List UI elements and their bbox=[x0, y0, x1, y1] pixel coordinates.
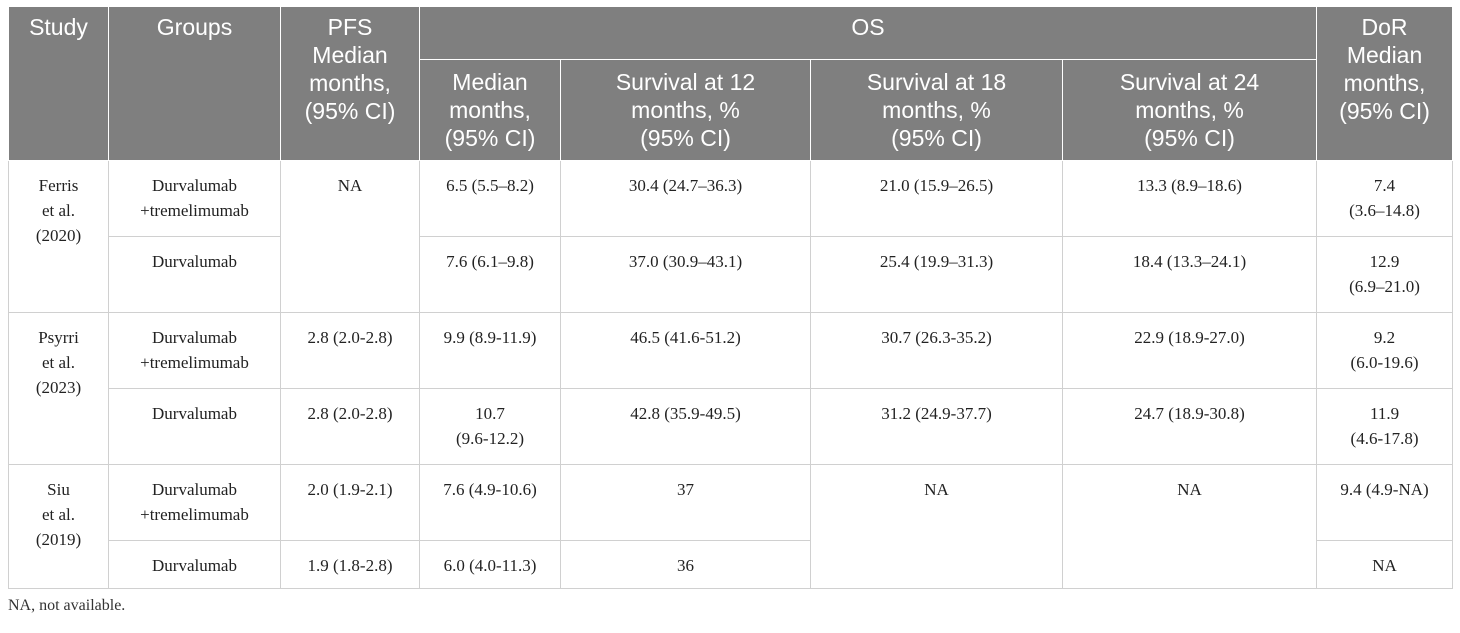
table-header: Study Groups PFS Median months, (95% CI)… bbox=[8, 6, 1454, 161]
pfs-cell: 2.8 (2.0-2.8) bbox=[280, 312, 420, 389]
header-os-median: Median months, (95% CI) bbox=[419, 59, 561, 161]
table-row: Durvalumab 2.8 (2.0-2.8) 10.7 (9.6-12.2)… bbox=[9, 388, 1454, 465]
group-cell: Durvalumab bbox=[108, 236, 281, 313]
dor-cell: 11.9 (4.6-17.8) bbox=[1316, 388, 1454, 465]
survival-12-cell: 30.4 (24.7–36.3) bbox=[560, 160, 811, 237]
survival-12-cell: 37 bbox=[560, 464, 811, 541]
header-groups: Groups bbox=[108, 6, 281, 161]
survival-12-cell: 46.5 (41.6-51.2) bbox=[560, 312, 811, 389]
pfs-cell: 2.8 (2.0-2.8) bbox=[280, 388, 420, 465]
survival-24-cell: 18.4 (13.3–24.1) bbox=[1061, 236, 1318, 313]
table-row: Durvalumab 7.6 (6.1–9.8) 37.0 (30.9–43.1… bbox=[9, 236, 1454, 313]
survival-18-cell: 25.4 (19.9–31.3) bbox=[810, 236, 1063, 313]
header-os: OS bbox=[418, 6, 1318, 60]
group-cell: Durvalumab bbox=[108, 540, 281, 589]
dor-cell: 7.4 (3.6–14.8) bbox=[1316, 160, 1454, 237]
os-median-cell: 7.6 (4.9-10.6) bbox=[419, 464, 561, 541]
survival-18-cell: 31.2 (24.9-37.7) bbox=[810, 388, 1063, 465]
dor-cell: 9.4 (4.9-NA) bbox=[1316, 464, 1454, 541]
study-cell: Psyrri et al. (2023) bbox=[8, 312, 109, 465]
survival-12-cell: 36 bbox=[560, 540, 811, 589]
survival-18-cell: NA bbox=[810, 464, 1063, 589]
dor-cell: 9.2 (6.0-19.6) bbox=[1316, 312, 1454, 389]
survival-18-cell: 30.7 (26.3-35.2) bbox=[810, 312, 1063, 389]
dor-cell: NA bbox=[1316, 540, 1454, 589]
header-os-survival-12: Survival at 12 months, % (95% CI) bbox=[560, 59, 811, 161]
results-table: Study Groups PFS Median months, (95% CI)… bbox=[8, 6, 1454, 589]
table-row: Psyrri et al. (2023) Durvalumab +tremeli… bbox=[8, 312, 1454, 465]
table-row: Ferris et al. (2020) Durvalumab +tremeli… bbox=[8, 160, 1454, 313]
pfs-cell: 2.0 (1.9-2.1) bbox=[280, 464, 420, 541]
table-row: Durvalumab 1.9 (1.8-2.8) 6.0 (4.0-11.3) … bbox=[9, 540, 1454, 589]
header-study: Study bbox=[8, 6, 109, 161]
survival-12-cell: 42.8 (35.9-49.5) bbox=[560, 388, 811, 465]
survival-24-cell: 24.7 (18.9-30.8) bbox=[1061, 388, 1318, 465]
table-row: Siu et al. (2019) Durvalumab +tremelimum… bbox=[8, 464, 1454, 589]
group-cell: Durvalumab +tremelimumab bbox=[108, 160, 281, 237]
study-cell: Ferris et al. (2020) bbox=[8, 160, 109, 313]
survival-24-cell: 22.9 (18.9-27.0) bbox=[1061, 312, 1318, 389]
os-median-cell: 6.5 (5.5–8.2) bbox=[419, 160, 561, 237]
os-median-cell: 7.6 (6.1–9.8) bbox=[419, 236, 561, 313]
os-median-cell: 9.9 (8.9-11.9) bbox=[419, 312, 561, 389]
group-cell: Durvalumab +tremelimumab bbox=[108, 312, 281, 389]
group-cell: Durvalumab bbox=[108, 388, 281, 465]
os-median-cell: 10.7 (9.6-12.2) bbox=[419, 388, 561, 465]
table-body: Ferris et al. (2020) Durvalumab +tremeli… bbox=[8, 160, 1454, 589]
header-pfs: PFS Median months, (95% CI) bbox=[280, 6, 420, 161]
survival-12-cell: 37.0 (30.9–43.1) bbox=[560, 236, 811, 313]
pfs-cell: NA bbox=[280, 160, 420, 313]
table-footnote: NA, not available. bbox=[8, 597, 126, 614]
pfs-cell: 1.9 (1.8-2.8) bbox=[280, 540, 420, 589]
table-container: Study Groups PFS Median months, (95% CI)… bbox=[8, 6, 1454, 615]
survival-24-cell: NA bbox=[1061, 464, 1318, 589]
study-cell: Siu et al. (2019) bbox=[8, 464, 109, 589]
os-median-cell: 6.0 (4.0-11.3) bbox=[419, 540, 561, 589]
header-os-survival-24: Survival at 24 months, % (95% CI) bbox=[1061, 59, 1318, 161]
survival-18-cell: 21.0 (15.9–26.5) bbox=[810, 160, 1063, 237]
header-os-survival-18: Survival at 18 months, % (95% CI) bbox=[810, 59, 1063, 161]
dor-cell: 12.9 (6.9–21.0) bbox=[1316, 236, 1454, 313]
group-cell: Durvalumab +tremelimumab bbox=[108, 464, 281, 541]
survival-24-cell: 13.3 (8.9–18.6) bbox=[1061, 160, 1318, 237]
header-dor: DoR Median months, (95% CI) bbox=[1316, 6, 1454, 161]
